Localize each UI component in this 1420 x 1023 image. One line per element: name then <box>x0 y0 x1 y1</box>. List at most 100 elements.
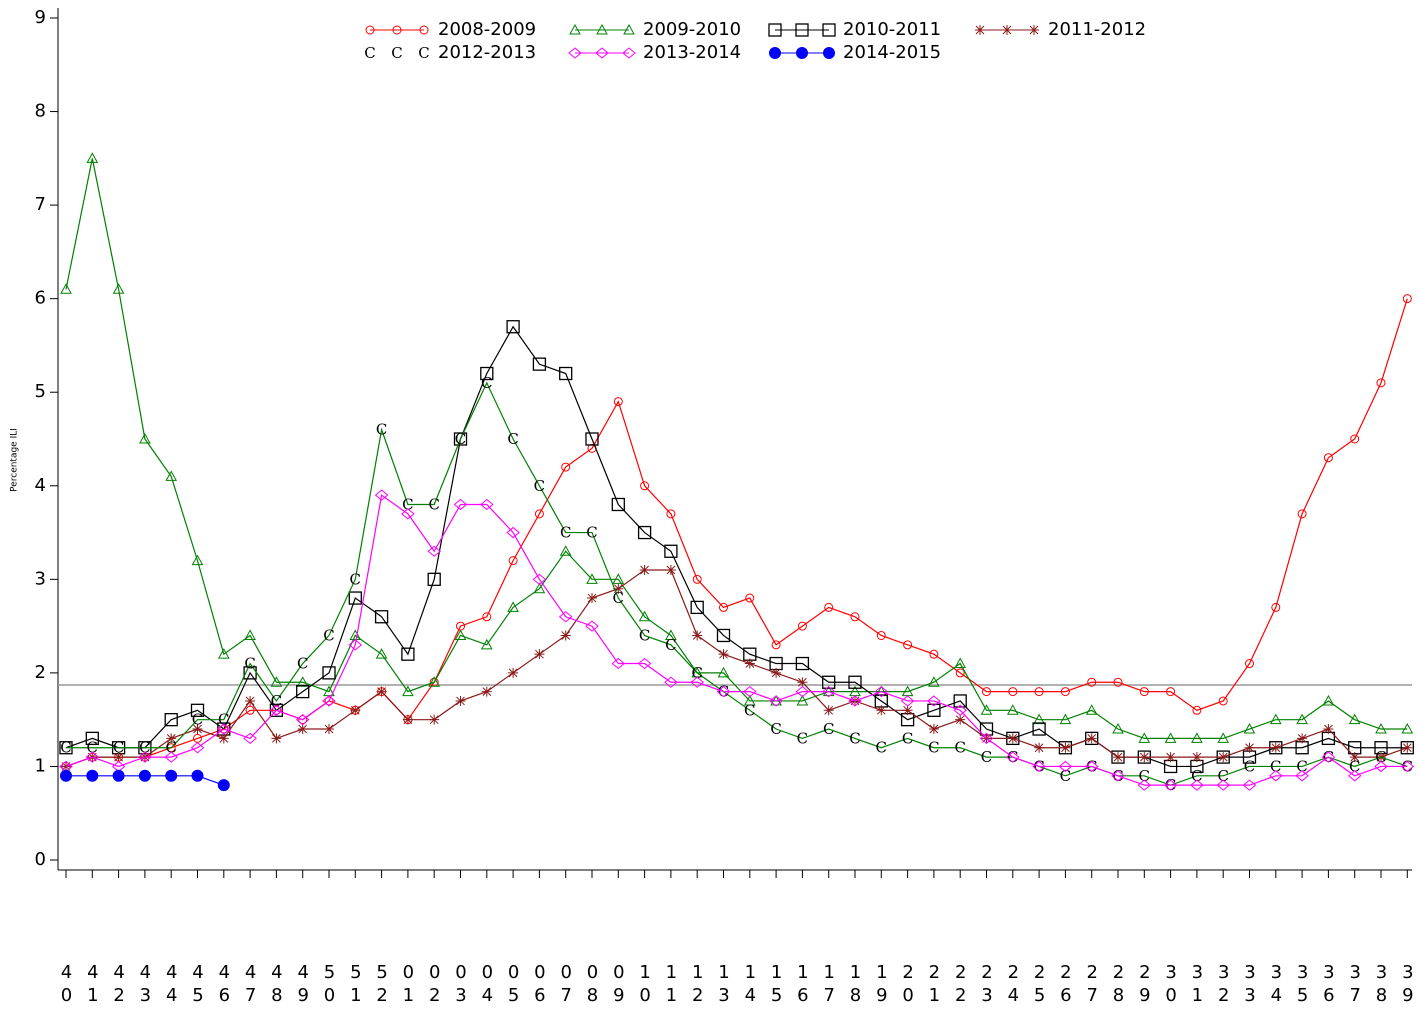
legend-marker <box>595 47 609 59</box>
marker <box>1216 779 1230 791</box>
marker: C <box>665 636 676 654</box>
marker <box>585 620 599 632</box>
marker: C <box>1139 767 1150 785</box>
marker <box>60 769 72 782</box>
marker <box>902 705 913 716</box>
marker <box>795 656 810 671</box>
marker: C <box>1060 767 1071 785</box>
marker <box>1165 752 1176 763</box>
marker: C <box>87 739 98 757</box>
marker <box>480 638 493 650</box>
marker <box>1297 733 1308 744</box>
marker <box>85 731 99 746</box>
marker <box>613 397 623 407</box>
marker: C <box>165 739 176 757</box>
marker <box>374 610 389 624</box>
x-tick-label: 11 <box>661 962 682 1008</box>
x-tick-label: 04 <box>477 962 498 1008</box>
marker <box>953 694 967 708</box>
marker: C <box>613 589 624 607</box>
marker <box>1297 509 1307 519</box>
marker <box>1139 687 1149 697</box>
marker <box>1296 713 1308 725</box>
marker <box>217 723 231 735</box>
marker: C <box>1191 767 1202 785</box>
marker <box>427 545 441 557</box>
marker <box>113 752 124 763</box>
marker <box>322 666 336 680</box>
legend-item: 2009-2010 <box>569 19 741 40</box>
marker <box>1400 760 1415 773</box>
marker <box>690 600 704 615</box>
x-tick-label: 22 <box>950 962 971 1008</box>
marker <box>427 572 441 586</box>
marker <box>980 704 993 715</box>
marker <box>876 630 886 640</box>
legend-marker: C <box>418 44 429 62</box>
marker <box>823 705 834 716</box>
marker <box>1164 732 1177 743</box>
marker <box>324 724 334 735</box>
marker <box>534 509 544 519</box>
x-tick-label: 01 <box>398 962 419 1008</box>
marker <box>86 152 99 163</box>
marker <box>587 593 597 604</box>
marker <box>848 675 862 689</box>
marker <box>1295 770 1309 782</box>
x-tick-label: 09 <box>608 962 629 1008</box>
marker <box>692 574 702 584</box>
marker <box>953 704 967 716</box>
marker <box>480 366 494 381</box>
marker <box>298 715 308 725</box>
marker: C <box>586 524 597 542</box>
marker <box>1218 752 1229 763</box>
marker <box>743 694 756 706</box>
marker <box>508 667 519 678</box>
y-tick-label: 5 <box>35 381 46 402</box>
marker <box>1271 602 1281 612</box>
marker: C <box>60 739 71 757</box>
marker <box>665 629 677 640</box>
marker <box>455 695 466 706</box>
legend-item: 2008-2009 <box>365 19 536 40</box>
marker <box>453 498 468 511</box>
marker <box>1350 434 1360 444</box>
marker <box>402 714 413 725</box>
legend-label: 2011-2012 <box>1048 19 1146 40</box>
marker <box>532 573 547 585</box>
marker: C <box>876 739 887 757</box>
marker <box>164 713 178 727</box>
series <box>59 320 1414 774</box>
x-tick-label: 19 <box>871 962 892 1008</box>
marker <box>824 602 834 612</box>
marker <box>165 470 178 481</box>
marker <box>1269 713 1282 725</box>
marker <box>1400 741 1414 755</box>
marker <box>876 705 887 716</box>
marker <box>771 640 781 650</box>
marker: C <box>797 729 808 747</box>
marker: C <box>744 701 755 719</box>
marker <box>559 545 572 556</box>
marker <box>611 497 625 512</box>
marker <box>506 320 520 334</box>
marker <box>375 648 388 659</box>
marker <box>903 640 913 650</box>
marker <box>1085 704 1098 715</box>
marker <box>482 612 492 622</box>
marker: C <box>455 430 466 448</box>
marker <box>692 630 703 641</box>
legend-marker <box>392 25 402 35</box>
marker <box>1323 724 1334 735</box>
marker <box>192 724 203 735</box>
marker <box>638 610 651 622</box>
marker <box>166 733 177 744</box>
x-tick-label: 07 <box>556 962 577 1008</box>
legend-marker <box>822 23 836 37</box>
marker <box>1034 687 1044 697</box>
marker <box>1137 779 1152 791</box>
x-tick-label: 52 <box>372 962 393 1008</box>
legend-marker <box>769 47 781 59</box>
x-tick-label: 46 <box>214 962 235 1008</box>
legend-marker <box>795 23 809 37</box>
